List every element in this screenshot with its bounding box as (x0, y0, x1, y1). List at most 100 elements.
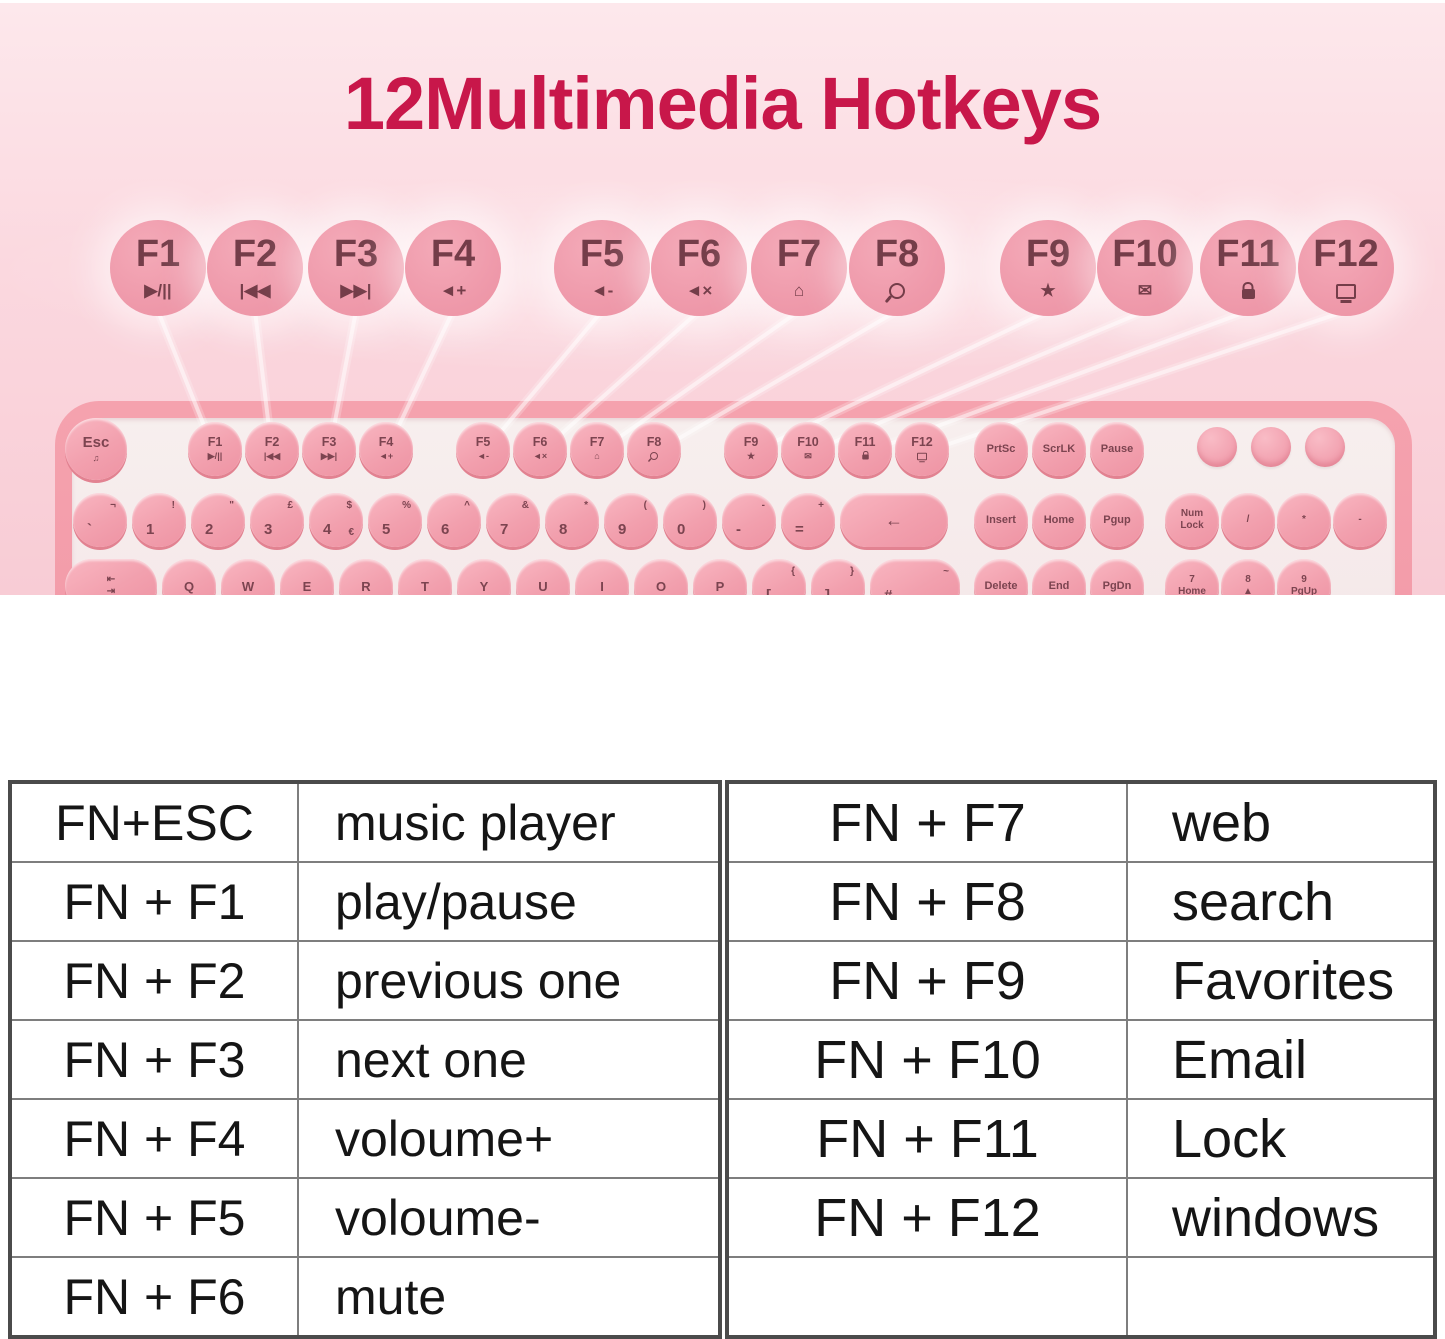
key-label: Y (479, 578, 489, 594)
play-pause-icon: ▶/|| (207, 450, 223, 461)
volume-up-icon: ◄+ (378, 451, 394, 462)
table-row: FN + F3 next one (9, 1019, 721, 1100)
key-f2: F2 |◀◀ (245, 422, 299, 476)
key-e: E (280, 559, 334, 595)
key-end: End (1032, 559, 1086, 595)
key-label: E (302, 578, 312, 594)
table-row: FN + F8 search (726, 861, 1436, 942)
table-row: FN+ESC music player (9, 781, 721, 863)
key-hash: ~# (870, 559, 960, 595)
lock-icon (861, 454, 869, 460)
key-label: 9 PgUp (1290, 573, 1318, 596)
key-main-label: 2 (205, 521, 214, 538)
key-main-label: 3 (264, 521, 273, 538)
key-main-label: 9 (618, 521, 627, 538)
hotkey-f5: F5 ◄- (554, 220, 650, 316)
key-1: ! 1 (132, 493, 186, 547)
key-8: 8 ▲ (1221, 559, 1275, 595)
key-shift-label: { (791, 566, 795, 577)
key-key: ¬ ` (73, 493, 127, 547)
key-shift-label: $ (346, 500, 352, 511)
key-r: R (339, 559, 393, 595)
function-cell (1126, 1256, 1436, 1338)
previous-track-icon: |◀◀ (263, 450, 281, 461)
key-label: F5 (475, 435, 491, 450)
key-4: $4 € (309, 493, 363, 547)
key-shift-label: + (818, 500, 824, 511)
hotkey-label: F3 (333, 233, 379, 275)
key-label: 8 ▲ (1243, 573, 1253, 596)
key-shift-label: } (850, 566, 854, 577)
next-track-icon: ▶▶| (340, 281, 372, 300)
key-main-label: 5 (382, 521, 391, 538)
indicator-button (1197, 427, 1237, 467)
key-f10: F10 ✉ (781, 422, 835, 476)
key-label: Home (1043, 514, 1075, 526)
key-scrlk: ScrLK (1032, 422, 1086, 476)
key-key: + = (781, 493, 835, 547)
keyboard-nav-row-bottom: Delete End PgDn (974, 559, 1144, 595)
key-f1: F1 ▶/|| (188, 422, 242, 476)
key-key: * (1277, 493, 1331, 547)
key-y: Y (457, 559, 511, 595)
key-label: O (655, 578, 667, 594)
key-f3: F3 ▶▶| (302, 422, 356, 476)
key-label: F10 (797, 435, 819, 450)
hotkey-f12: F12 (1298, 220, 1394, 316)
key-label: F8 (646, 435, 662, 450)
key-3: £3 (250, 493, 304, 547)
hotkey-f6: F6 ◄× (651, 220, 747, 316)
key-label: P (715, 578, 725, 594)
mute-icon: ◄× (532, 451, 548, 462)
key-main-label: 0 (677, 521, 686, 538)
key-label: ScrLK (1042, 443, 1076, 455)
key-shift-label: % (402, 500, 411, 511)
previous-track-icon: |◀◀ (239, 281, 271, 300)
hotkey-combo-cell: FN + F3 (9, 1019, 299, 1100)
hotkey-table-right: FN + F7 web FN + F8 search FN + F9 Favorites F… (725, 780, 1437, 1339)
key-label: F2 (264, 435, 280, 450)
key-f6: F6 ◄× (513, 422, 567, 476)
table-row: FN + F9 Favorites (726, 940, 1436, 1021)
key-t: T (398, 559, 452, 595)
search-icon (646, 451, 662, 462)
hotkey-f9: F9 ★ (1000, 220, 1096, 316)
numpad-row-top: Num Lock / * - (1165, 493, 1387, 547)
key-label: Delete (984, 580, 1018, 592)
key-q: Q (162, 559, 216, 595)
key-main-label: 8 (559, 521, 568, 538)
hotkey-combo-cell: FN + F11 (726, 1098, 1128, 1179)
key-f7: F7 ⌂ (570, 422, 624, 476)
star-icon: ★ (746, 450, 756, 461)
key-label: T (421, 578, 429, 594)
key-label: * (1302, 513, 1306, 525)
mute-icon: ◄× (685, 281, 713, 300)
key-main-label: = (795, 521, 804, 538)
key-shift-label: ^ (464, 500, 470, 511)
key-8: * 8 (545, 493, 599, 547)
hotkey-combo-cell: FN+ESC (9, 781, 299, 863)
search-icon (889, 281, 905, 301)
key-key: / (1221, 493, 1275, 547)
table-row: FN + F5 voloume- (9, 1177, 721, 1258)
hotkey-label: F5 (579, 233, 625, 275)
key-delete: Delete (974, 559, 1028, 595)
table-row (726, 1256, 1436, 1338)
email-icon: ✉ (804, 450, 812, 461)
hotkey-combo-cell: FN + F8 (726, 861, 1128, 942)
key-w: W (221, 559, 275, 595)
hotkey-f1: F1 ▶/|| (110, 220, 206, 316)
key-main-label: 7 (500, 521, 509, 538)
search-icon (650, 452, 658, 461)
key-2: " 2 (191, 493, 245, 547)
key-f12: F12 (895, 422, 949, 476)
table-row: FN + F6 mute (9, 1256, 721, 1338)
key-label: 7 Home (1178, 573, 1206, 596)
key-7: & 7 (486, 493, 540, 547)
function-cell: mute (297, 1256, 721, 1338)
key-main-label: # (884, 587, 892, 595)
play-pause-icon: ▶/|| (144, 281, 172, 300)
table-row: FN + F1 play/pause (9, 861, 721, 942)
key-pgup: Pgup (1090, 493, 1144, 547)
key-main-label: - (736, 521, 741, 538)
